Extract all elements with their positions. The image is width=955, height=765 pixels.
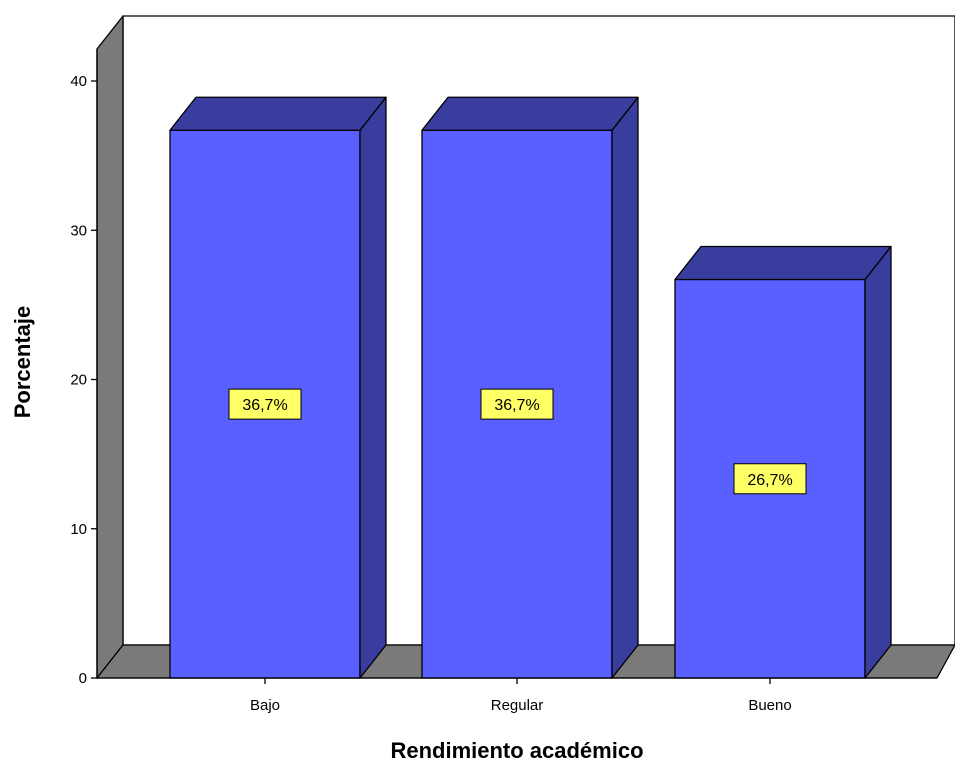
- x-axis: Bajo Regular Bueno: [97, 677, 937, 714]
- data-label: 36,7%: [228, 388, 302, 420]
- data-label-text: 26,7%: [747, 472, 792, 489]
- bar: [421, 96, 639, 679]
- data-label-text: 36,7%: [242, 397, 287, 414]
- y-tick-label: 30: [70, 222, 87, 239]
- bar-top: [674, 245, 892, 281]
- data-label-text: 36,7%: [494, 397, 539, 414]
- bar-side: [359, 96, 387, 679]
- y-axis-title: Porcentaje: [10, 306, 35, 419]
- x-tick-label: Bajo: [250, 697, 280, 714]
- data-label-box: [480, 388, 554, 420]
- y-tick-label: 0: [79, 670, 87, 687]
- y-tick-label: 40: [70, 73, 87, 90]
- bar: [169, 96, 387, 679]
- y-tick-label: 20: [70, 372, 87, 389]
- bar-top: [421, 96, 639, 131]
- data-label-box: [228, 388, 302, 420]
- data-label: 36,7%: [480, 388, 554, 420]
- side-wall: [96, 15, 124, 679]
- x-axis-title: Rendimiento académico: [390, 738, 643, 763]
- y-axis: 0 10 20 30 40: [70, 49, 98, 687]
- bar: [674, 245, 892, 679]
- data-labels: 36,7% 36,7% 26,7%: [228, 388, 807, 495]
- data-label: 26,7%: [733, 463, 807, 495]
- y-tick-label: 10: [70, 521, 87, 538]
- x-tick-label: Bueno: [748, 697, 791, 714]
- data-label-box: [733, 463, 807, 495]
- bar-top: [169, 96, 387, 131]
- x-tick-label: Regular: [491, 697, 544, 714]
- bar-side: [611, 96, 639, 679]
- bar-side: [864, 245, 892, 679]
